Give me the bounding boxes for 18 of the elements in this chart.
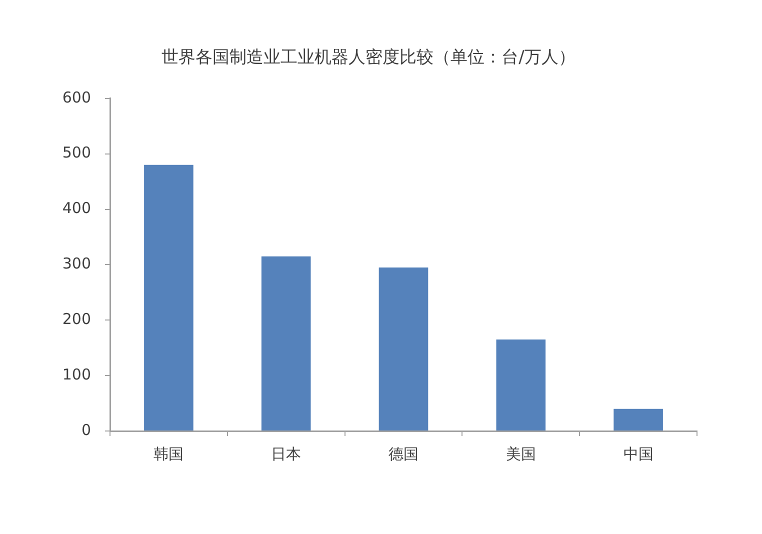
- x-tick-label: 韩国: [154, 444, 184, 463]
- y-tick-label: 600: [62, 88, 91, 106]
- chart-title: 世界各国制造业工业机器人密度比较（单位：台/万人）: [162, 48, 576, 68]
- bar: [144, 164, 194, 430]
- x-tick-label: 美国: [506, 444, 536, 463]
- y-tick-label: 200: [62, 310, 91, 328]
- y-tick-label: 100: [62, 365, 91, 384]
- bar: [378, 267, 428, 430]
- y-tick-label: 500: [62, 144, 91, 162]
- x-tick-label: 日本: [271, 444, 302, 463]
- bar: [496, 340, 546, 430]
- x-tick-label: 中国: [623, 444, 654, 463]
- y-tick-label: 0: [81, 420, 91, 439]
- y-tick-label: 400: [62, 199, 91, 218]
- bar: [614, 408, 663, 430]
- bar: [261, 256, 311, 430]
- y-tick-label: 300: [62, 254, 91, 273]
- x-tick-label: 德国: [388, 444, 418, 463]
